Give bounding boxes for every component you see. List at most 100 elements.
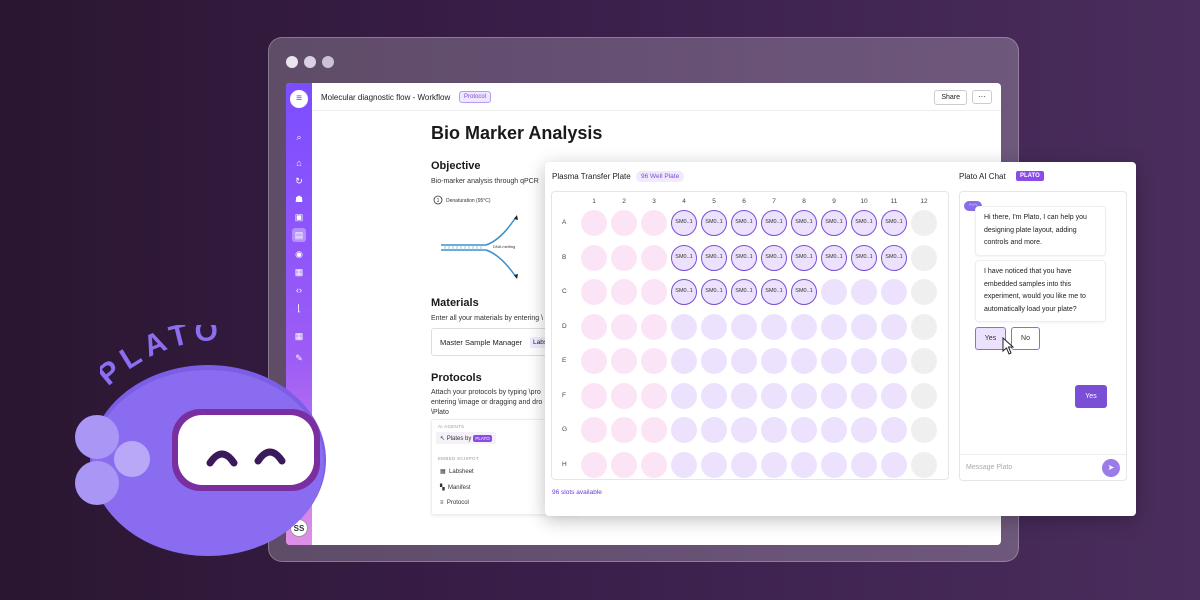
well-B8[interactable]: SM0..1 (791, 244, 817, 271)
well-E7[interactable] (761, 348, 787, 374)
well-H7[interactable] (761, 451, 787, 478)
well-A9[interactable]: SM0..1 (821, 210, 847, 236)
well-D4[interactable] (671, 313, 697, 340)
well-C10[interactable] (851, 279, 877, 305)
well-D12[interactable] (911, 313, 937, 340)
well-H1[interactable] (581, 451, 607, 478)
well-D3[interactable] (641, 313, 667, 340)
well-F3[interactable] (641, 382, 667, 409)
well-B9[interactable]: SM0..1 (821, 244, 847, 271)
apps-icon[interactable]: ▦ (294, 331, 304, 341)
well-E10[interactable] (851, 348, 877, 374)
well-G7[interactable] (761, 417, 787, 443)
well-A8[interactable]: SM0..1 (791, 210, 817, 236)
well-D10[interactable] (851, 313, 877, 340)
no-button[interactable]: No (1011, 327, 1040, 350)
well-C5[interactable]: SM0..1 (701, 279, 727, 305)
well-H10[interactable] (851, 451, 877, 478)
well-G4[interactable] (671, 417, 697, 443)
more-options-button[interactable]: ··· (972, 90, 992, 104)
well-C9[interactable] (821, 279, 847, 305)
well-A1[interactable] (581, 210, 607, 236)
document-icon[interactable]: ▤ (292, 228, 306, 242)
well-G5[interactable] (701, 417, 727, 443)
well-E3[interactable] (641, 348, 667, 374)
send-icon[interactable]: ➤ (1102, 459, 1120, 477)
well-D9[interactable] (821, 313, 847, 340)
menu-item-labsheet[interactable]: ▦ Labsheet (440, 469, 474, 475)
well-F10[interactable] (851, 382, 877, 409)
well-F6[interactable] (731, 382, 757, 409)
well-G12[interactable] (911, 417, 937, 443)
well-D11[interactable] (881, 313, 907, 340)
menu-icon[interactable]: ≡ (290, 90, 308, 108)
pen-icon[interactable]: ✎ (295, 353, 303, 363)
well-C12[interactable] (911, 279, 937, 305)
well-F2[interactable] (611, 382, 637, 409)
well-G10[interactable] (851, 417, 877, 443)
well-E9[interactable] (821, 348, 847, 374)
well-G8[interactable] (791, 417, 817, 443)
well-E2[interactable] (611, 348, 637, 374)
menu-item-plates[interactable]: ↖ Plates by PLATO (440, 435, 492, 442)
well-C8[interactable]: SM0..1 (791, 279, 817, 305)
well-F12[interactable] (911, 382, 937, 409)
well-B10[interactable]: SM0..1 (851, 244, 877, 271)
well-C3[interactable] (641, 279, 667, 305)
well-H4[interactable] (671, 451, 697, 478)
well-E8[interactable] (791, 348, 817, 374)
well-A11[interactable]: SM0..1 (881, 210, 907, 236)
well-G1[interactable] (581, 417, 607, 443)
well-D2[interactable] (611, 313, 637, 340)
well-D8[interactable] (791, 313, 817, 340)
well-H2[interactable] (611, 451, 637, 478)
well-C4[interactable]: SM0..1 (671, 279, 697, 305)
well-B4[interactable]: SM0..1 (671, 244, 697, 271)
well-B12[interactable] (911, 244, 937, 271)
well-H12[interactable] (911, 451, 937, 478)
well-E1[interactable] (581, 348, 607, 374)
well-F4[interactable] (671, 382, 697, 409)
chart-icon[interactable]: ⌊ (297, 303, 301, 313)
well-C7[interactable]: SM0..1 (761, 279, 787, 305)
well-E5[interactable] (701, 348, 727, 374)
home-icon[interactable]: ⌂ (296, 158, 302, 168)
well-B3[interactable] (641, 244, 667, 271)
well-E6[interactable] (731, 348, 757, 374)
well-A7[interactable]: SM0..1 (761, 210, 787, 236)
search-icon[interactable]: ⌕ (296, 132, 302, 142)
well-G11[interactable] (881, 417, 907, 443)
well-A10[interactable]: SM0..1 (851, 210, 877, 236)
well-B1[interactable] (581, 244, 607, 271)
well-H5[interactable] (701, 451, 727, 478)
well-F11[interactable] (881, 382, 907, 409)
well-D5[interactable] (701, 313, 727, 340)
well-B7[interactable]: SM0..1 (761, 244, 787, 271)
well-A5[interactable]: SM0..1 (701, 210, 727, 236)
well-E11[interactable] (881, 348, 907, 374)
well-H3[interactable] (641, 451, 667, 478)
well-G3[interactable] (641, 417, 667, 443)
well-A2[interactable] (611, 210, 637, 236)
well-D7[interactable] (761, 313, 787, 340)
well-D6[interactable] (731, 313, 757, 340)
well-E4[interactable] (671, 348, 697, 374)
well-B2[interactable] (611, 244, 637, 271)
well-G6[interactable] (731, 417, 757, 443)
well-B5[interactable]: SM0..1 (701, 244, 727, 271)
grid-icon[interactable]: ▦ (294, 267, 304, 277)
well-A4[interactable]: SM0..1 (671, 210, 697, 236)
menu-item-protocol[interactable]: ≡ Protocol (440, 500, 469, 506)
well-H8[interactable] (791, 451, 817, 478)
users-icon[interactable]: ☗ (294, 194, 304, 204)
well-C2[interactable] (611, 279, 637, 305)
well-A3[interactable] (641, 210, 667, 236)
well-H11[interactable] (881, 451, 907, 478)
well-F7[interactable] (761, 382, 787, 409)
well-E12[interactable] (911, 348, 937, 374)
well-H6[interactable] (731, 451, 757, 478)
menu-item-manifest[interactable]: ▚ Manifest (440, 485, 471, 491)
well-C11[interactable] (881, 279, 907, 305)
well-D1[interactable] (581, 313, 607, 340)
well-C6[interactable]: SM0..1 (731, 279, 757, 305)
